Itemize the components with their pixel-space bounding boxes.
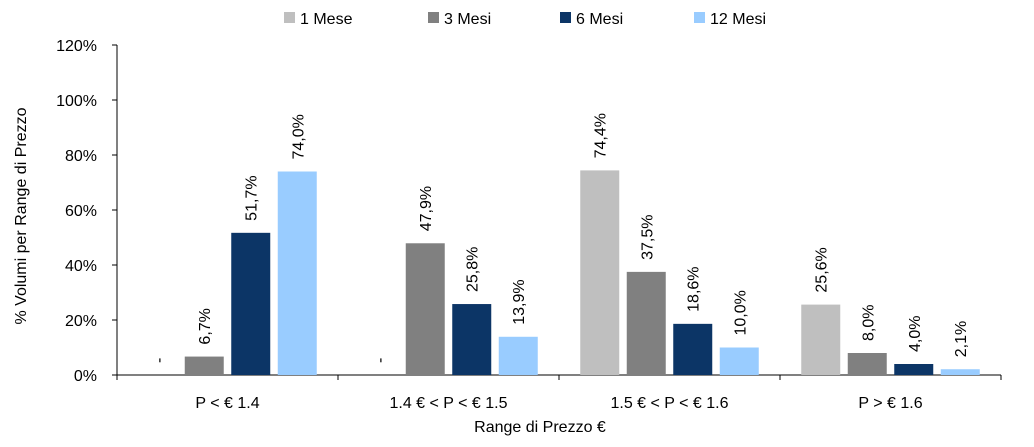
legend-swatch xyxy=(284,12,295,23)
bar xyxy=(801,304,841,375)
legend-label: 12 Mesi xyxy=(710,11,766,28)
y-axis: 0% 20% 40% 60% 80% 100% 120% xyxy=(56,38,118,385)
x-tick-label: P < € 1.4 xyxy=(195,395,259,412)
data-label: 4,0% xyxy=(907,316,924,352)
x-tick-label: 1.4 € < P < € 1.5 xyxy=(389,395,507,412)
y-axis-title: % Volumi per Range di Prezzo xyxy=(13,107,30,324)
bar xyxy=(452,304,492,375)
data-label: 25,8% xyxy=(465,247,482,292)
data-label: 25,6% xyxy=(814,247,831,292)
x-axis-title: Range di Prezzo € xyxy=(474,419,606,436)
data-label: 37,5% xyxy=(639,215,656,260)
data-label: 74,0% xyxy=(290,114,307,159)
legend-swatch xyxy=(694,12,705,23)
x-axis: P < € 1.4 1.4 € < P < € 1.5 1.5 € < P < € … xyxy=(116,374,1002,412)
data-label: 18,6% xyxy=(686,266,703,311)
y-tick-label: 60% xyxy=(65,203,97,220)
y-tick-label: 20% xyxy=(65,313,97,330)
x-tick-label: P > € 1.6 xyxy=(858,395,922,412)
legend-label: 6 Mesi xyxy=(576,11,623,28)
legend-swatch xyxy=(428,12,439,23)
data-label: - xyxy=(372,358,389,363)
bars xyxy=(184,170,980,375)
data-label: 51,7% xyxy=(244,175,261,220)
x-tick-label: 1.5 € < P < € 1.6 xyxy=(610,395,728,412)
legend-label: 3 Mesi xyxy=(444,11,491,28)
data-label: 47,9% xyxy=(418,186,435,231)
bar xyxy=(580,170,620,375)
bar xyxy=(498,336,538,375)
bar xyxy=(894,364,934,375)
legend-swatch xyxy=(560,12,571,23)
data-label: - xyxy=(151,358,168,363)
y-tick-label: 80% xyxy=(65,148,97,165)
legend-label: 1 Mese xyxy=(300,11,353,28)
y-tick-label: 40% xyxy=(65,258,97,275)
y-tick-label: 120% xyxy=(56,38,97,55)
legend: 1 Mese 3 Mesi 6 Mesi 12 Mesi xyxy=(284,11,766,28)
bar xyxy=(940,369,980,375)
bar xyxy=(847,353,887,375)
y-tick-label: 0% xyxy=(74,368,97,385)
data-label: 6,7% xyxy=(197,308,214,344)
bar xyxy=(673,323,713,375)
data-label: 2,1% xyxy=(953,321,970,357)
data-labels: - 6,7% 51,7% 74,0% - 47,9% 25,8% 13,9% 74,4% 37,5… xyxy=(151,113,971,363)
legend-item: 12 Mesi xyxy=(694,11,766,28)
bar xyxy=(231,232,271,375)
bar xyxy=(277,171,317,375)
legend-item: 6 Mesi xyxy=(560,11,623,28)
bar xyxy=(719,347,759,375)
data-label: 10,0% xyxy=(732,290,749,335)
bar xyxy=(184,356,224,375)
bar xyxy=(626,271,666,375)
data-label: 8,0% xyxy=(860,305,877,341)
legend-item: 1 Mese xyxy=(284,11,353,28)
legend-item: 3 Mesi xyxy=(428,11,491,28)
data-label: 13,9% xyxy=(511,279,528,324)
data-label: 74,4% xyxy=(593,113,610,158)
bar xyxy=(405,243,445,375)
y-tick-label: 100% xyxy=(56,93,97,110)
